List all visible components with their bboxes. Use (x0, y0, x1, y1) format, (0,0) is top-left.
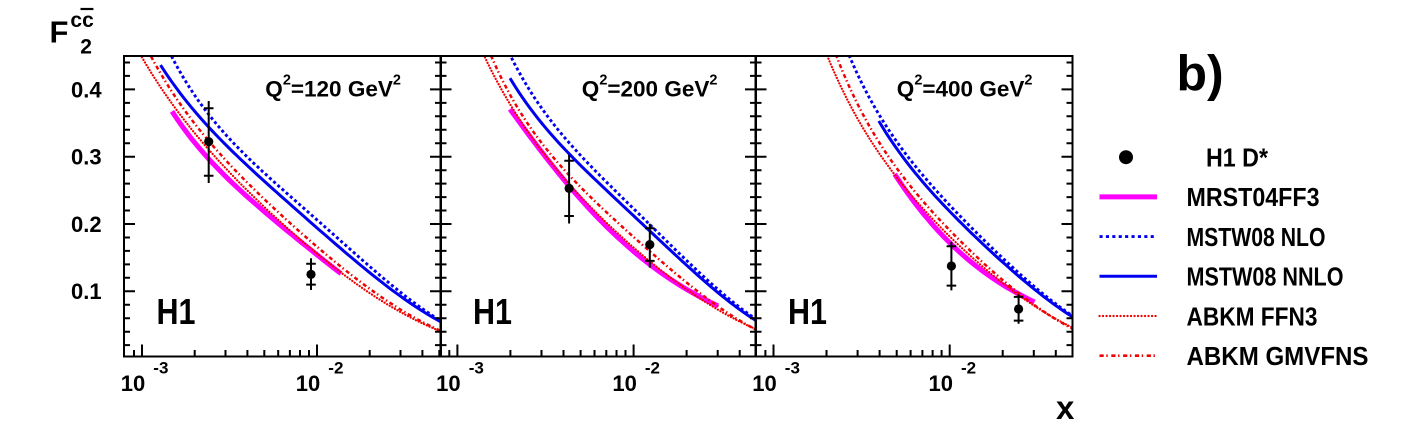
svg-text:MRST04FF3: MRST04FF3 (1187, 182, 1320, 212)
svg-text:2: 2 (80, 36, 92, 59)
svg-text:-3: -3 (785, 359, 800, 378)
svg-text:MSTW08 NLO: MSTW08 NLO (1187, 222, 1326, 252)
svg-text:0.2: 0.2 (71, 212, 102, 237)
svg-text:H1: H1 (473, 291, 512, 332)
svg-text:-2: -2 (961, 359, 976, 378)
svg-text:F: F (50, 14, 69, 49)
svg-text:10: 10 (436, 371, 460, 396)
svg-text:-2: -2 (328, 359, 343, 378)
svg-text:-2: -2 (645, 359, 660, 378)
svg-text:ABKM FFN3: ABKM FFN3 (1187, 301, 1318, 331)
svg-text:-3: -3 (469, 359, 484, 378)
svg-text:x: x (1056, 389, 1075, 425)
svg-text:Q2=120 GeV2: Q2=120 GeV2 (265, 73, 401, 102)
svg-text:cc: cc (70, 9, 94, 32)
svg-text:10: 10 (612, 371, 636, 396)
svg-text:H1: H1 (788, 291, 827, 332)
svg-text:H1: H1 (157, 291, 196, 332)
svg-text:H1 D*: H1 D* (1206, 143, 1269, 173)
svg-text:b): b) (1177, 46, 1224, 102)
svg-text:10: 10 (296, 371, 320, 396)
svg-text:-3: -3 (153, 359, 168, 378)
svg-text:10: 10 (121, 371, 145, 396)
svg-text:MSTW08 NNLO: MSTW08 NNLO (1187, 262, 1344, 292)
svg-text:0.1: 0.1 (71, 279, 102, 304)
svg-text:0.4: 0.4 (71, 77, 102, 102)
svg-text:ABKM GMVFNS: ABKM GMVFNS (1187, 341, 1369, 371)
svg-text:10: 10 (928, 371, 952, 396)
svg-text:0.3: 0.3 (71, 145, 102, 170)
svg-text:10: 10 (752, 371, 776, 396)
